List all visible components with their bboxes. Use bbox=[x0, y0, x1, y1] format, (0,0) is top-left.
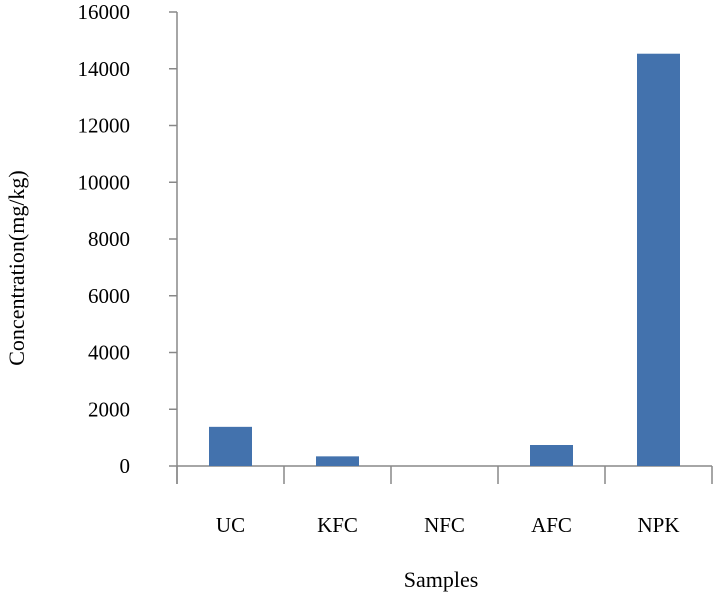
y-tick-label: 14000 bbox=[78, 57, 131, 81]
x-axis-title: Samples bbox=[404, 567, 479, 592]
y-tick-label: 2000 bbox=[88, 397, 130, 421]
x-tick-label: UC bbox=[216, 513, 245, 537]
bar-afc bbox=[530, 445, 573, 466]
y-axis-title: Concentration(mg/kg) bbox=[4, 170, 29, 366]
x-tick-label: KFC bbox=[317, 513, 358, 537]
x-tick-label: AFC bbox=[531, 513, 572, 537]
y-tick-label: 0 bbox=[120, 454, 131, 478]
y-tick-label: 12000 bbox=[78, 114, 131, 138]
bar-kfc bbox=[316, 456, 359, 466]
chart-axes bbox=[176, 12, 712, 484]
y-tick-label: 8000 bbox=[88, 227, 130, 251]
bar-npk bbox=[637, 53, 680, 467]
x-tick-label: NFC bbox=[424, 513, 465, 537]
y-tick-label: 4000 bbox=[88, 341, 130, 365]
y-axis-ticks: 0 2000 4000 6000 8000 10000 12000 14000 16000 bbox=[78, 0, 177, 478]
x-axis-ticks: UC KFC NFC AFC NPK bbox=[176, 466, 713, 537]
y-tick-label: 10000 bbox=[78, 170, 131, 194]
bar-uc bbox=[209, 426, 252, 466]
x-tick-label: NPK bbox=[637, 513, 679, 537]
y-tick-label: 6000 bbox=[88, 284, 130, 308]
y-tick-label: 16000 bbox=[78, 0, 131, 24]
bars-group bbox=[209, 53, 680, 467]
